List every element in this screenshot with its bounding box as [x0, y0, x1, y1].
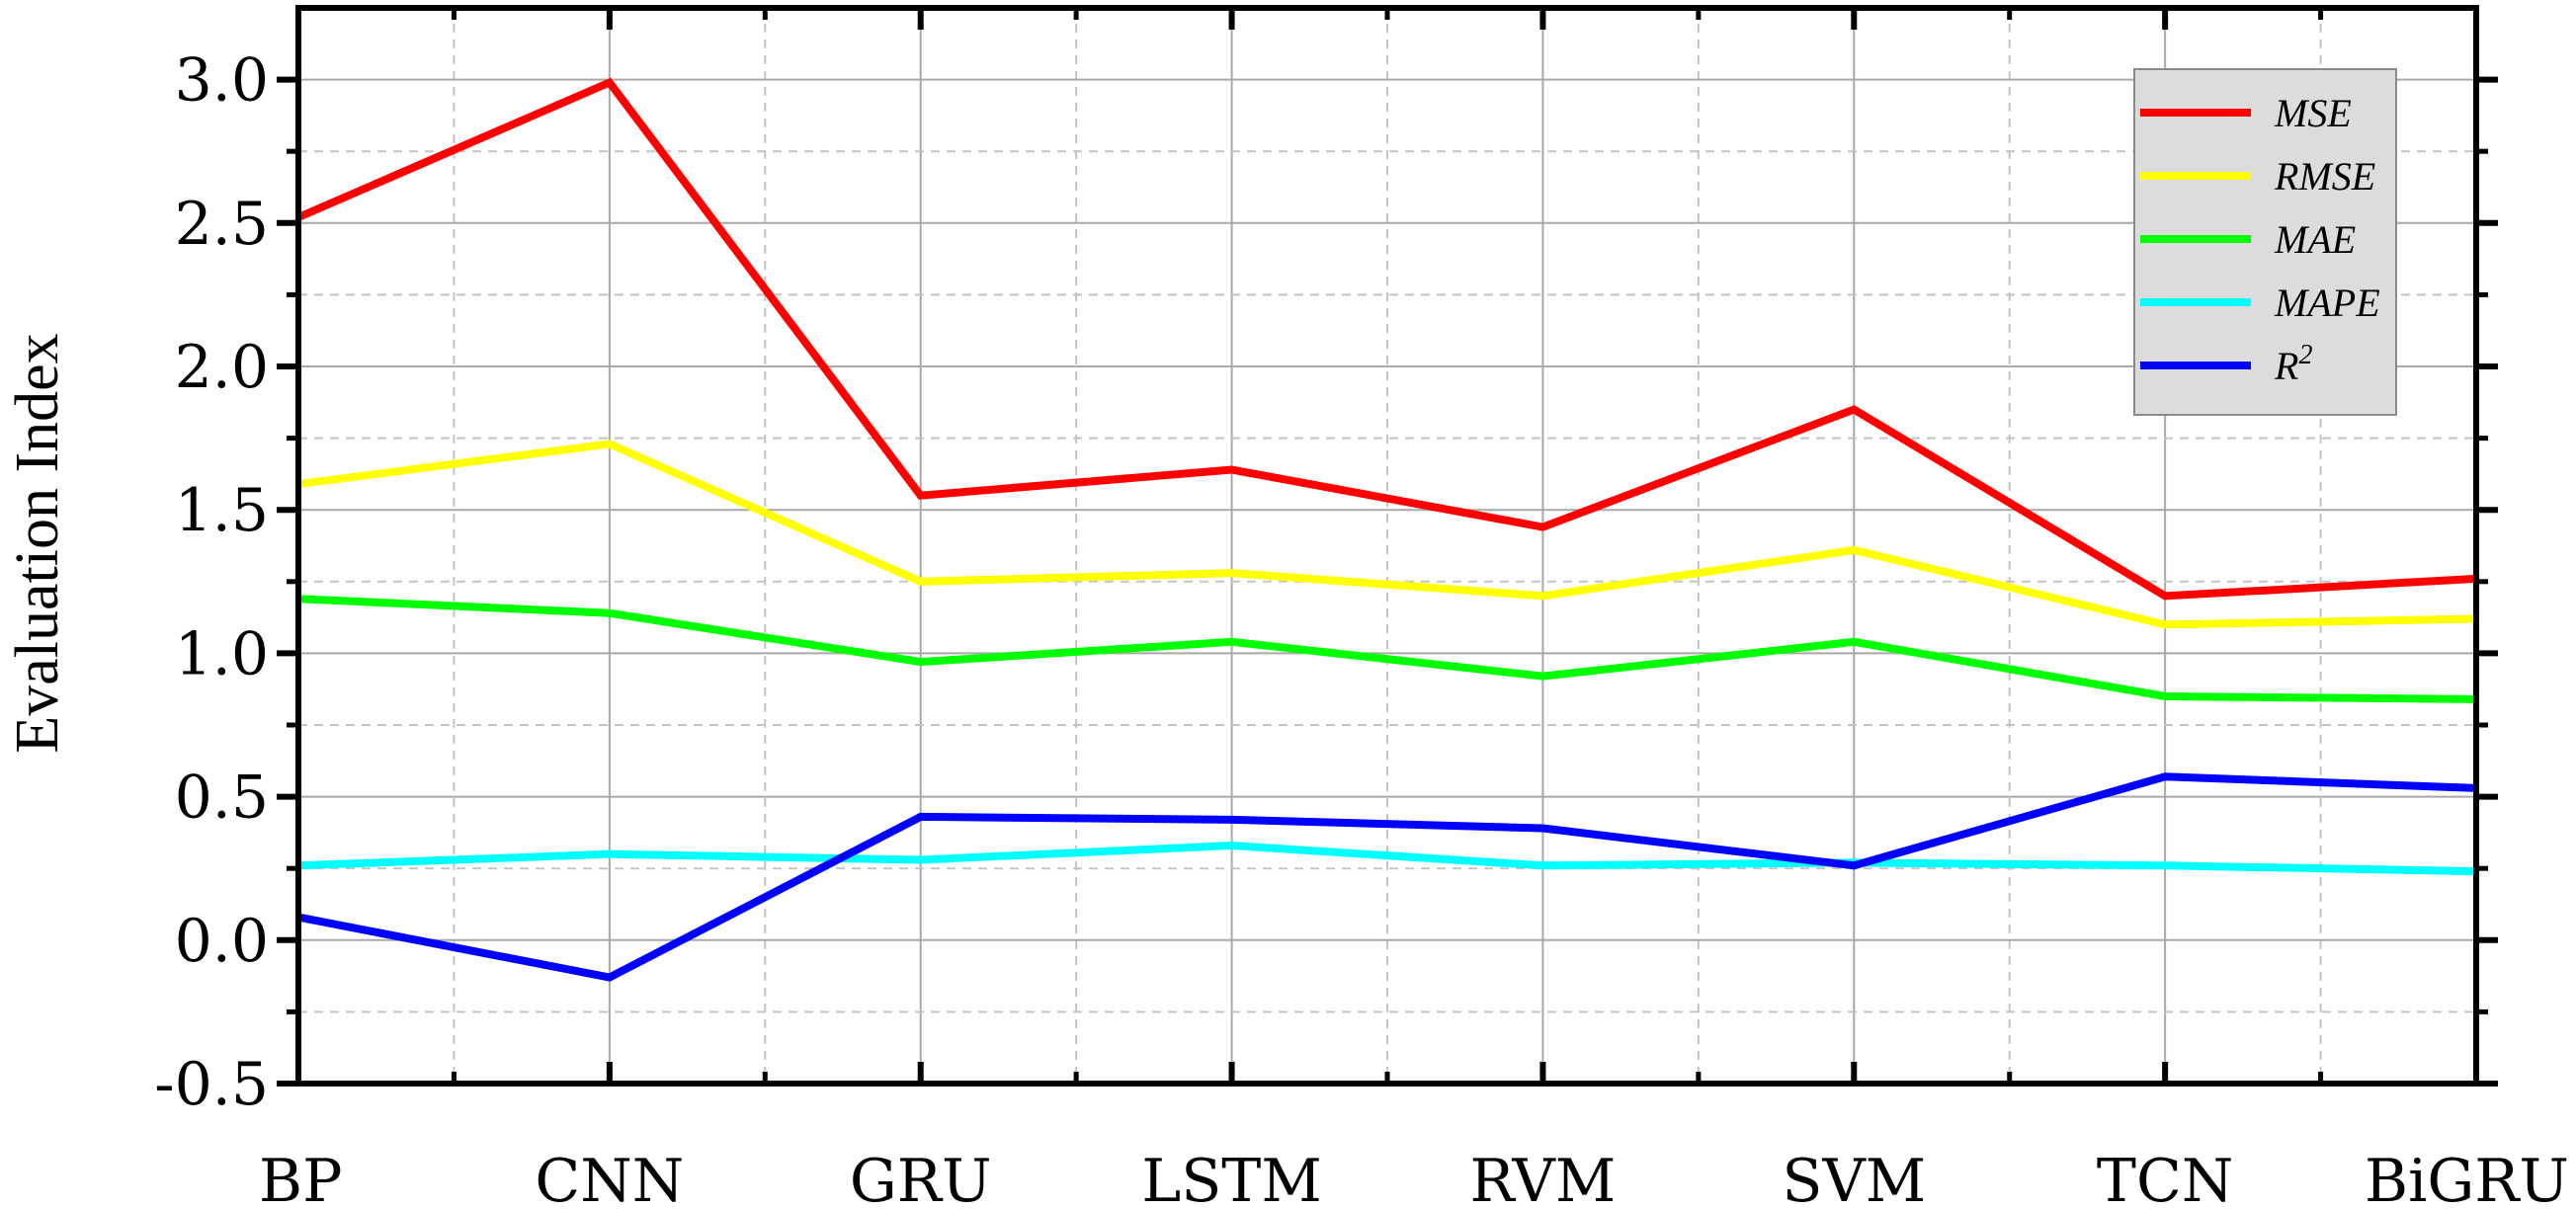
y-tick-label: -0.5: [154, 1050, 269, 1119]
x-tick-label: RVM: [1470, 1147, 1617, 1209]
axes: [277, 5, 2498, 1087]
x-tick-label: LSTM: [1141, 1147, 1321, 1209]
series-line-mae: [297, 595, 2477, 703]
x-tick-label: BiGRU: [2365, 1147, 2569, 1209]
y-tick-label: 2.0: [175, 333, 269, 402]
series-line-mape: [297, 841, 2477, 876]
y-tick-label: 2.5: [175, 190, 269, 259]
legend-label: RMSE: [2274, 154, 2375, 199]
x-tick-label: BP: [259, 1147, 342, 1209]
series-line-rmse: [297, 440, 2477, 629]
x-tick-label: CNN: [535, 1147, 684, 1209]
series-line-mse: [296, 77, 2477, 601]
legend-label: MAE: [2274, 217, 2356, 262]
y-tick-label: 0.5: [175, 764, 269, 833]
tick-labels: -0.5 0.0 0.5 1.0 1.5 2.0 2.5 3.0 BP CNN GRU LSTM RVM…: [154, 46, 2569, 1209]
legend-label: MSE: [2274, 91, 2352, 135]
x-tick-label: GRU: [850, 1147, 992, 1209]
series-lines: [296, 77, 2477, 982]
y-tick-label: 1.0: [175, 619, 269, 688]
y-tick-label: 0.0: [175, 907, 269, 976]
series-line-r: [297, 772, 2477, 982]
y-axis-title: Evaluation Index: [4, 333, 71, 753]
y-tick-label: 1.5: [175, 476, 269, 545]
x-tick-label: TCN: [2097, 1147, 2233, 1209]
legend-label: MAPE: [2274, 281, 2380, 325]
y-tick-label: 3.0: [175, 46, 269, 116]
x-tick-label: SVM: [1782, 1147, 1926, 1209]
legend-label-superscript: 2: [2298, 340, 2312, 370]
